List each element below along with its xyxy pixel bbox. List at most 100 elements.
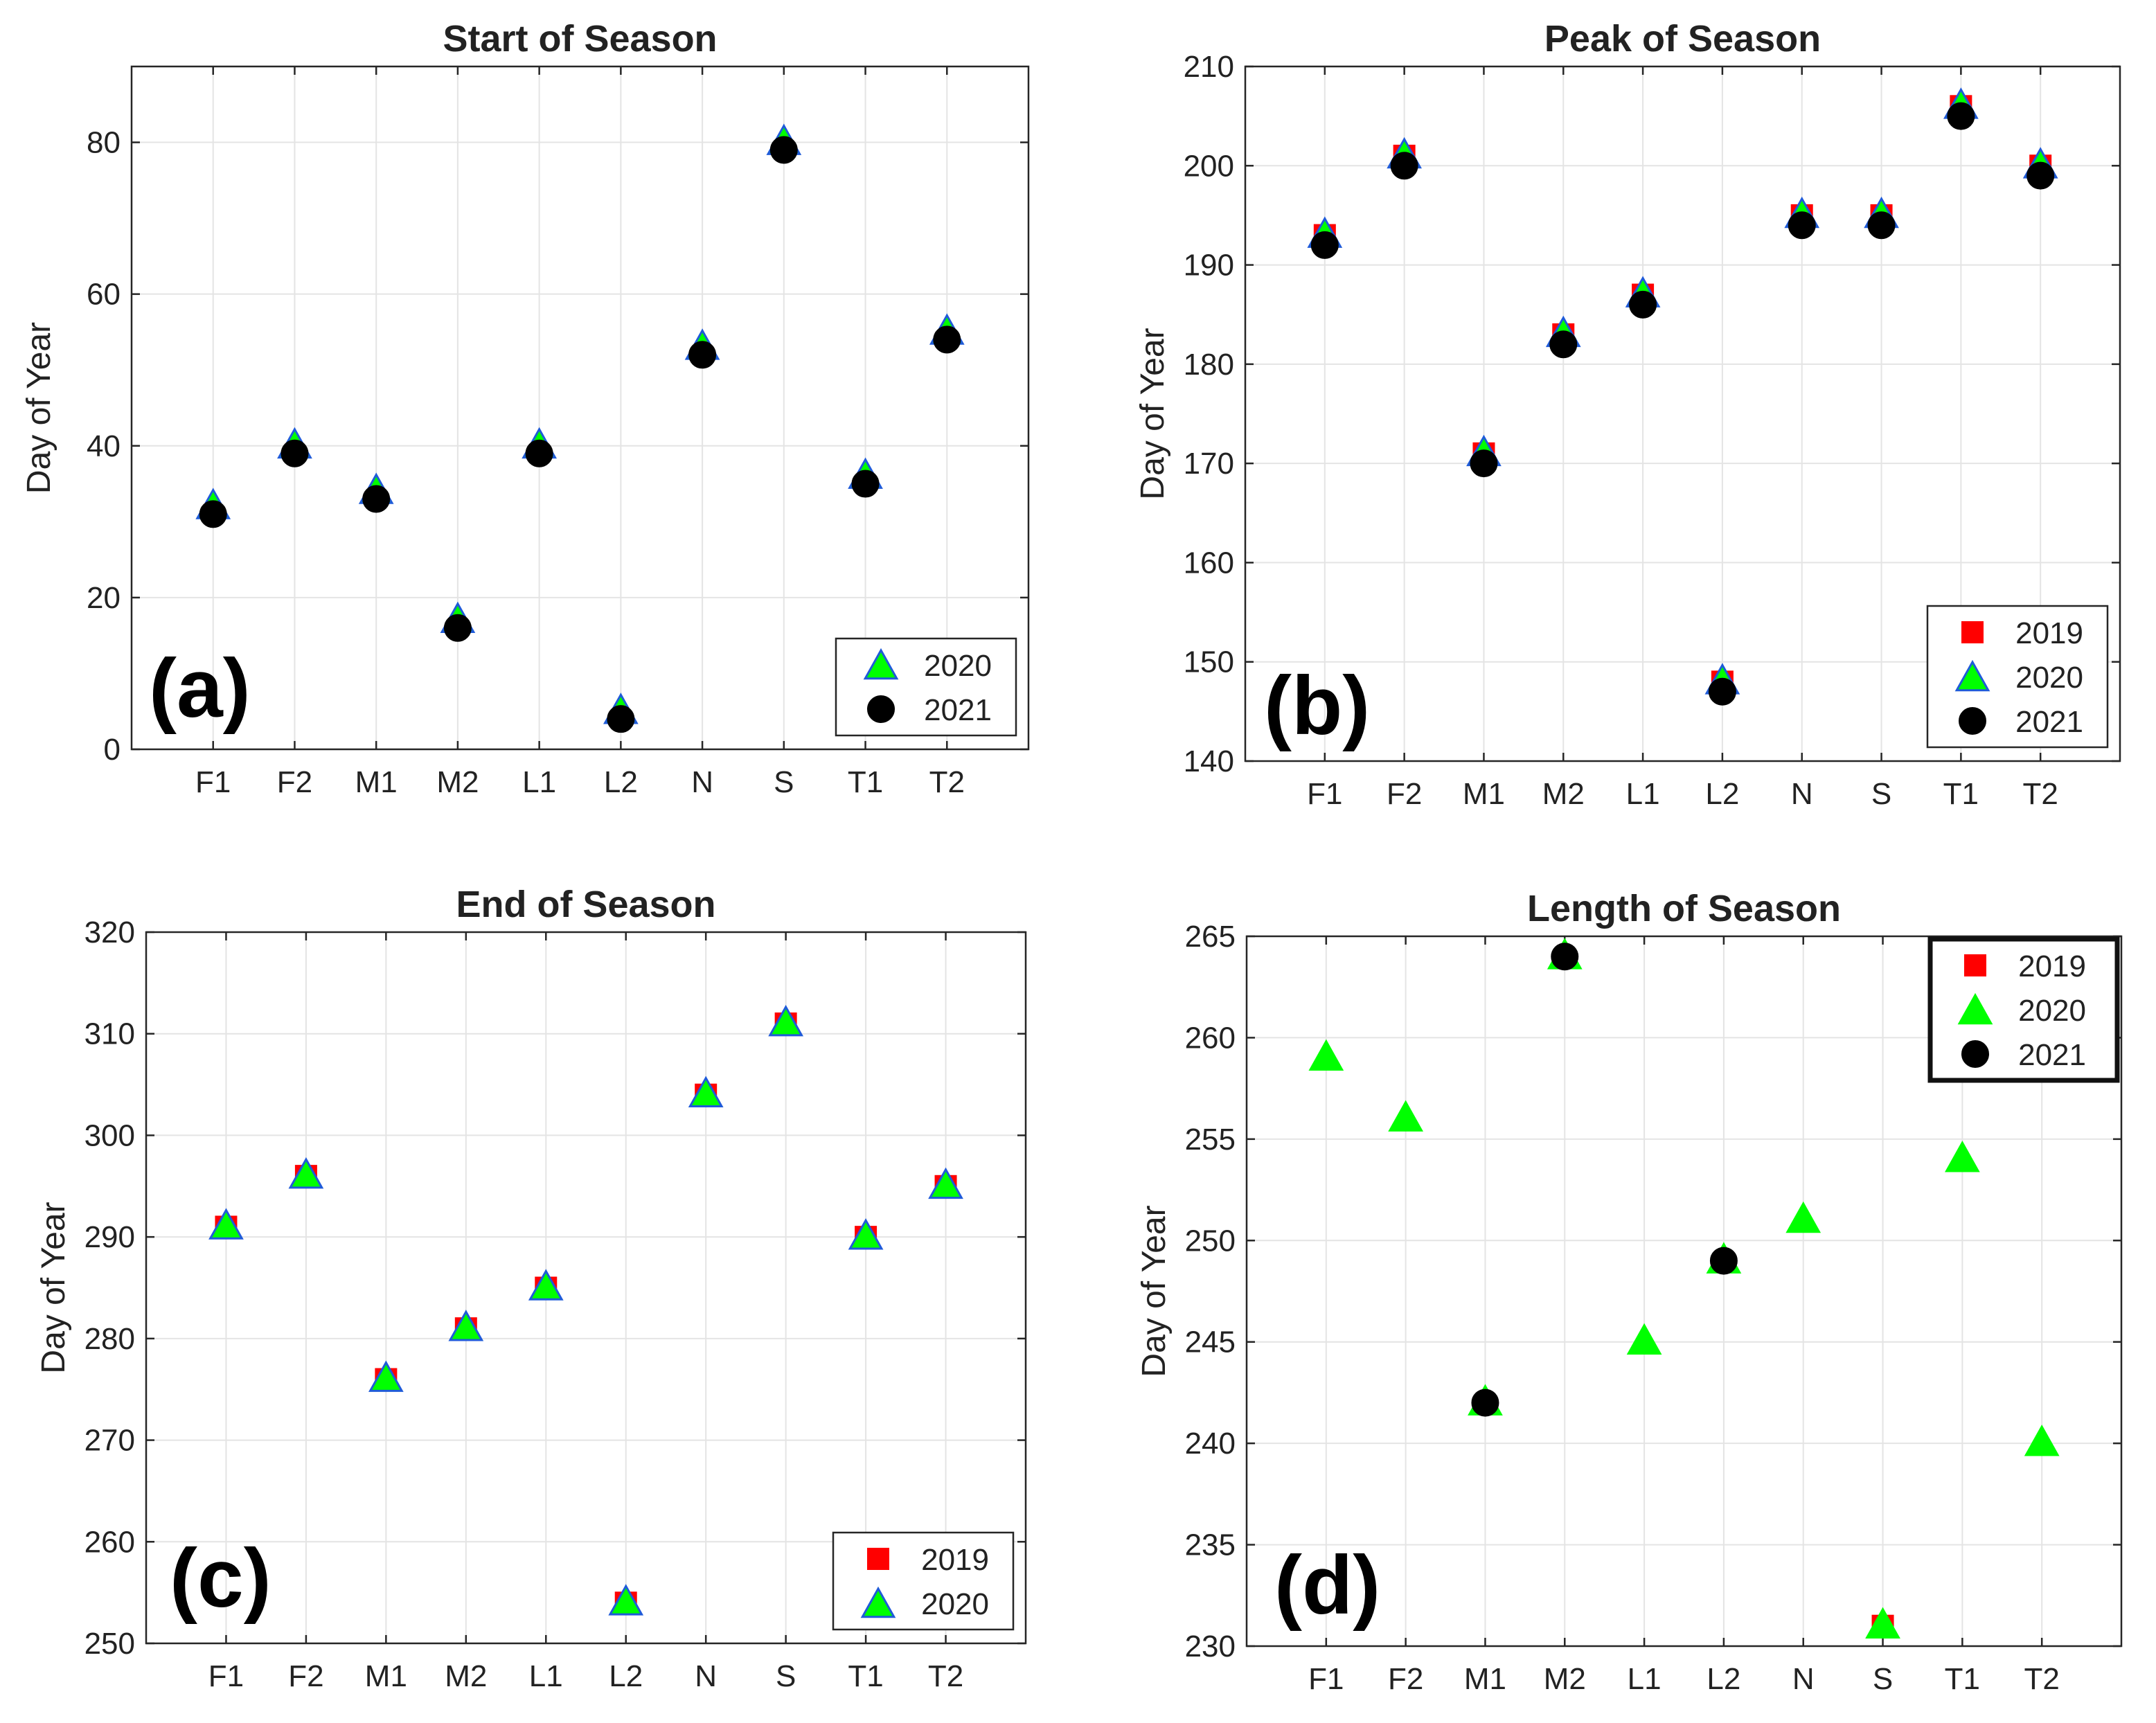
marker-2021-F2: [1390, 152, 1418, 180]
marker-2021-L2: [607, 705, 635, 733]
x-tick-label: N: [1791, 777, 1813, 811]
marker-2021-M1: [362, 485, 391, 513]
legend-label: 2020: [2015, 661, 2083, 695]
y-axis-label: Day of Year: [1136, 1205, 1173, 1377]
x-tick-label: L1: [522, 765, 556, 799]
marker-2021-M2: [1551, 943, 1579, 971]
legend-box: [1926, 605, 2109, 749]
y-tick-label: 300: [84, 1118, 135, 1152]
y-tick-label: 170: [1184, 447, 1234, 481]
marker-2020-L1: [1626, 1323, 1662, 1355]
legend: 2019 2020 2021: [1927, 936, 2120, 1083]
panel-label: (b): [1264, 659, 1370, 752]
y-tick-label: 160: [1184, 546, 1234, 580]
legend-marker-2020: [1957, 992, 1993, 1025]
marker-2020-F2: [288, 1157, 324, 1189]
legend-marker-2019: [1964, 954, 1986, 976]
y-tick-label: 60: [87, 278, 121, 312]
x-tick-label: M2: [1544, 1662, 1586, 1696]
marker-2021-N: [1788, 211, 1816, 240]
y-tick-label: 290: [84, 1220, 135, 1254]
y-tick-label: 245: [1185, 1325, 1236, 1359]
legend-box: [1927, 936, 2120, 1083]
marker-2021-T2: [933, 325, 961, 354]
x-tick-label: S: [776, 1659, 796, 1693]
x-tick-label: T1: [848, 765, 883, 799]
marker-2021-T1: [1947, 102, 1975, 130]
y-tick-label: 260: [1185, 1021, 1236, 1055]
marker-2021-L2: [1709, 1247, 1738, 1275]
legend-label: 2020: [921, 1587, 989, 1621]
y-axis-label: Day of Year: [1134, 328, 1171, 499]
marker-2021-F2: [280, 439, 309, 467]
x-tick-label: L1: [1626, 777, 1660, 811]
panel-b: 140 150 160 170 180 190 200 210 F1 F2 M1 M2 L1 L2 N S T1…: [1134, 18, 2121, 811]
panel-a: 0 20 40 60 80 F1 F2 M1 M2 L1 L2 N S T1 T2 Start of Seas…: [21, 18, 1030, 799]
legend: 2019 2020 2021: [1926, 605, 2109, 749]
y-tick-label: 250: [84, 1627, 135, 1661]
marker-2020-T2: [2024, 1425, 2060, 1456]
y-tick-label: 255: [1185, 1123, 1236, 1157]
marker-2021-T1: [851, 470, 880, 498]
y-tick-label: 40: [87, 429, 121, 463]
x-tick-label: M1: [1464, 1662, 1506, 1696]
legend-label: 2019: [2015, 616, 2083, 650]
legend-box: [832, 1531, 1015, 1631]
y-tick-label: 150: [1184, 645, 1234, 679]
x-tick-label: F1: [1307, 777, 1342, 811]
y-tick-label: 250: [1185, 1224, 1236, 1258]
marker-2020-N: [688, 1075, 724, 1108]
plot-area: [146, 932, 1026, 1643]
legend: 2019 2020: [832, 1531, 1015, 1631]
legend-marker-2019: [1961, 621, 1984, 643]
legend-box: [835, 637, 1017, 737]
chart-title: Peak of Season: [1544, 18, 1821, 60]
marker-2021-M1: [1471, 1389, 1499, 1417]
legend-marker-2020: [1954, 659, 1990, 692]
x-tick-label: F2: [288, 1659, 323, 1693]
marker-2020-S: [768, 1004, 803, 1037]
y-tick-label: 310: [84, 1017, 135, 1051]
chart-title: Length of Season: [1527, 888, 1841, 929]
legend: 2020 2021: [835, 637, 1017, 737]
marker-2021-F1: [199, 500, 227, 528]
axes-box: [1244, 65, 2121, 762]
marker-2020-N: [1785, 1201, 1821, 1233]
x-tick-label: F2: [1388, 1662, 1423, 1696]
x-tick-label: N: [1792, 1662, 1815, 1696]
y-tick-label: 140: [1184, 744, 1234, 778]
y-tick-label: 235: [1185, 1528, 1236, 1562]
y-tick-label: 210: [1184, 50, 1234, 84]
x-tick-label: T2: [929, 765, 965, 799]
marker-2021-L1: [1629, 290, 1657, 319]
y-tick-label: 200: [1184, 149, 1234, 183]
marker-2021-S: [769, 136, 798, 164]
panel-label: (c): [170, 1532, 271, 1625]
x-tick-label: L2: [604, 765, 638, 799]
y-tick-label: 20: [87, 581, 121, 615]
marker-2020-T1: [848, 1218, 884, 1250]
x-tick-label: M1: [365, 1659, 407, 1693]
legend-label: 2020: [2018, 994, 2086, 1028]
legend-label: 2021: [2015, 705, 2083, 739]
marker-2021-L2: [1708, 677, 1736, 706]
legend-marker-2021: [1959, 707, 1986, 735]
y-tick-label: 260: [84, 1525, 135, 1559]
chart-title: Start of Season: [443, 18, 717, 60]
marker-2021-N: [688, 341, 717, 369]
chart-title: End of Season: [456, 884, 715, 925]
marker-2021-L1: [525, 439, 553, 467]
marker-2021-M2: [1549, 330, 1578, 359]
x-tick-label: S: [1871, 777, 1891, 811]
legend-label: 2019: [2018, 949, 2086, 983]
panel-d: 230 235 240 245 250 255 260 265 F1 F2 M1 M2 L1 L2 N S T1…: [1136, 888, 2123, 1696]
legend-label: 2021: [924, 693, 992, 727]
x-tick-label: M1: [1463, 777, 1505, 811]
x-tick-label: T1: [848, 1659, 883, 1693]
y-tick-label: 230: [1185, 1630, 1236, 1663]
x-tick-label: M2: [436, 765, 479, 799]
x-tick-label: L2: [1707, 1662, 1740, 1696]
x-tick-label: F2: [1387, 777, 1422, 811]
marker-2020-S: [1865, 1607, 1900, 1639]
